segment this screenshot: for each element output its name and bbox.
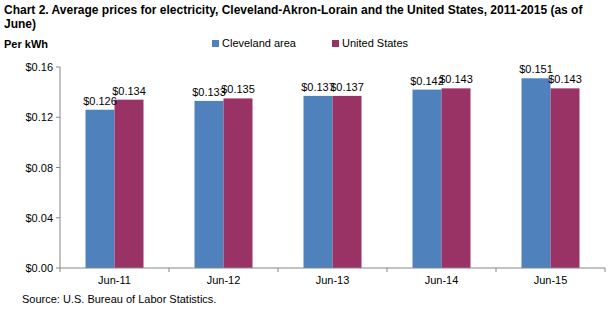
data-label: $0.134 (112, 85, 146, 97)
y-tick (56, 268, 60, 269)
bar (413, 90, 442, 268)
y-tick-label: $0.12 (25, 111, 53, 123)
y-tick-label: $0.08 (25, 162, 53, 174)
y-tick-label: $0.00 (25, 262, 53, 274)
bar (333, 96, 362, 268)
x-tick-label: Jun-12 (207, 274, 241, 286)
y-tick (56, 217, 60, 218)
title: Chart 2. Average prices for electricity,… (4, 3, 583, 31)
x-tick (169, 268, 170, 272)
data-label: $0.137 (330, 81, 364, 93)
x-tick (278, 268, 279, 272)
y-axis (60, 67, 61, 268)
x-tick-label: Jun-13 (316, 274, 350, 286)
data-label: $0.143 (439, 73, 473, 85)
legend-swatch (212, 40, 219, 47)
y-tick (56, 117, 60, 118)
bars (86, 78, 580, 268)
y-tick-label: $0.04 (25, 212, 53, 224)
title-line: June) (4, 17, 36, 31)
x-tick (60, 268, 61, 272)
bar (442, 88, 471, 268)
legend-label: United States (342, 37, 409, 49)
legend-label: Cleveland area (222, 37, 297, 49)
bar (551, 88, 580, 268)
bar (86, 110, 115, 268)
y-tick-label: $0.16 (25, 61, 53, 73)
bar (195, 101, 224, 268)
x-tick-label: Jun-11 (98, 274, 131, 286)
legend-swatch (332, 40, 339, 47)
title-line: Chart 2. Average prices for electricity,… (4, 3, 583, 17)
bar (304, 96, 333, 268)
y-tick (56, 167, 60, 168)
source: Source: U.S. Bureau of Labor Statistics. (22, 293, 216, 305)
data-label: $0.143 (548, 73, 582, 85)
legend: Cleveland area United States (212, 37, 409, 49)
chart: Chart 2. Average prices for electricity,… (0, 0, 615, 322)
data-label: $0.135 (221, 83, 255, 95)
data-labels: $0.126$0.134$0.133$0.135$0.137$0.137$0.1… (83, 63, 582, 106)
y-tick (56, 67, 60, 68)
x-tick-label: Jun-14 (425, 274, 459, 286)
bar (224, 98, 253, 268)
x-axis (60, 268, 605, 269)
x-tick-label: Jun-15 (534, 274, 568, 286)
x-tick (605, 268, 606, 272)
x-tick (496, 268, 497, 272)
bar (522, 78, 551, 268)
y-label: Per kWh (4, 38, 48, 50)
x-tick (387, 268, 388, 272)
bar (115, 100, 144, 268)
